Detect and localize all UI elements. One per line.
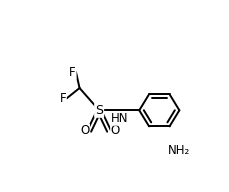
Text: O: O — [80, 124, 89, 137]
Text: O: O — [110, 124, 120, 137]
Text: S: S — [95, 104, 103, 117]
Text: HN: HN — [110, 112, 128, 125]
Text: F: F — [59, 92, 66, 105]
Text: NH₂: NH₂ — [168, 144, 190, 157]
Text: F: F — [69, 65, 76, 79]
